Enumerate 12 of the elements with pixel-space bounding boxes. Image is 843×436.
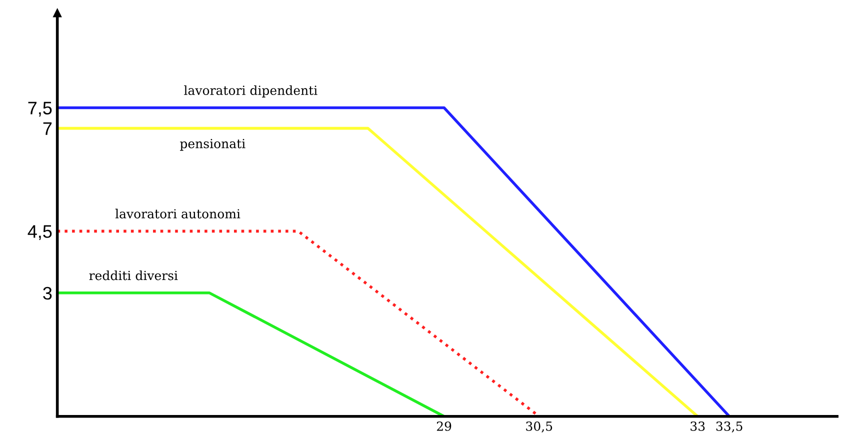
x-tick-label: 30,5: [526, 421, 552, 432]
series-label: lavoratori dipendenti: [184, 85, 318, 98]
y-tick-label: 3: [43, 286, 52, 300]
series-label: lavoratori autonomi: [115, 208, 240, 218]
y-tick-label: 7,5: [28, 102, 52, 117]
y-tick-label: 4,5: [28, 225, 52, 240]
series-label: redditi diversi: [89, 270, 178, 280]
x-tick-label: 33,5: [716, 421, 742, 432]
y-tick-label: 7: [43, 122, 52, 135]
x-tick-label: 29: [436, 421, 452, 431]
x-tick-label: 33: [690, 421, 705, 431]
series-label: pensionati: [180, 138, 246, 151]
